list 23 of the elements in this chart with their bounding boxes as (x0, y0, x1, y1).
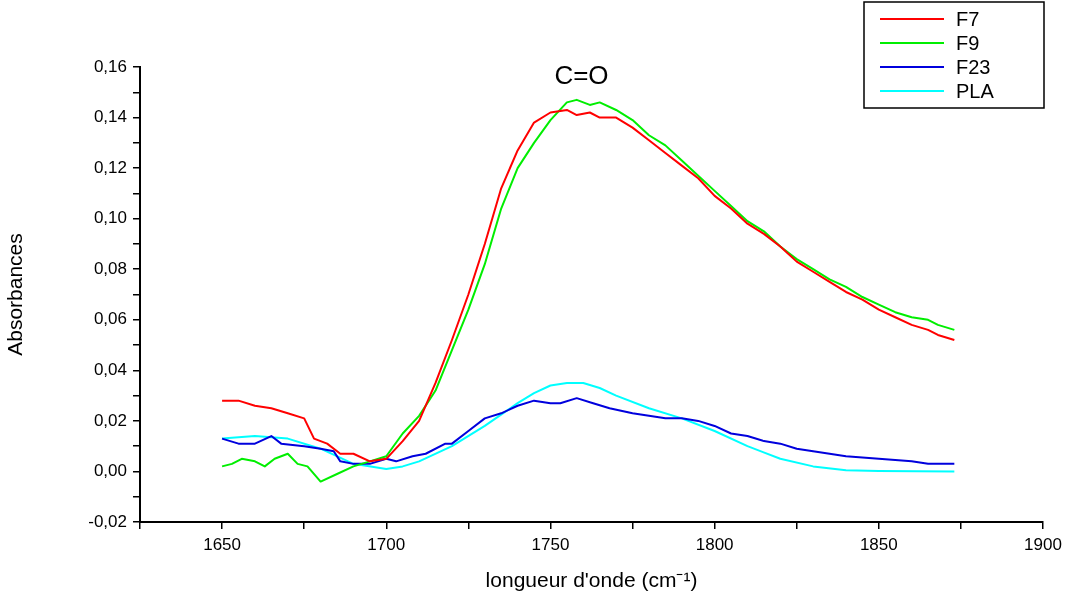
y-tick-label: 0,10 (93, 208, 127, 228)
y-tick-label: 0,06 (93, 309, 127, 329)
legend-label: F23 (956, 55, 991, 78)
y-tick-label: 0,08 (93, 258, 127, 278)
legend-label: F7 (956, 7, 980, 30)
y-tick-label: -0,02 (88, 511, 127, 531)
x-axis-title: longueur d'onde (cm⁻¹) (485, 568, 698, 592)
x-tick-label: 1650 (203, 534, 241, 554)
x-tick-label: 1800 (695, 534, 734, 554)
x-tick-label: 1850 (859, 534, 898, 554)
y-tick-label: 0,16 (93, 56, 127, 76)
y-axis-title: Absorbances (3, 233, 27, 356)
x-tick-label: 1700 (367, 534, 406, 554)
y-tick-label: 0,02 (93, 410, 127, 430)
y-tick-label: 0,00 (93, 461, 127, 481)
y-tick-label: 0,04 (93, 360, 127, 380)
x-tick-label: 1900 (1024, 534, 1062, 554)
x-tick-label: 1750 (531, 534, 570, 554)
legend-label: PLA (956, 79, 995, 102)
y-tick-label: 0,12 (93, 157, 127, 177)
annotation: C=O (554, 60, 609, 91)
y-tick-label: 0,14 (93, 107, 127, 127)
legend-label: F9 (956, 31, 980, 54)
